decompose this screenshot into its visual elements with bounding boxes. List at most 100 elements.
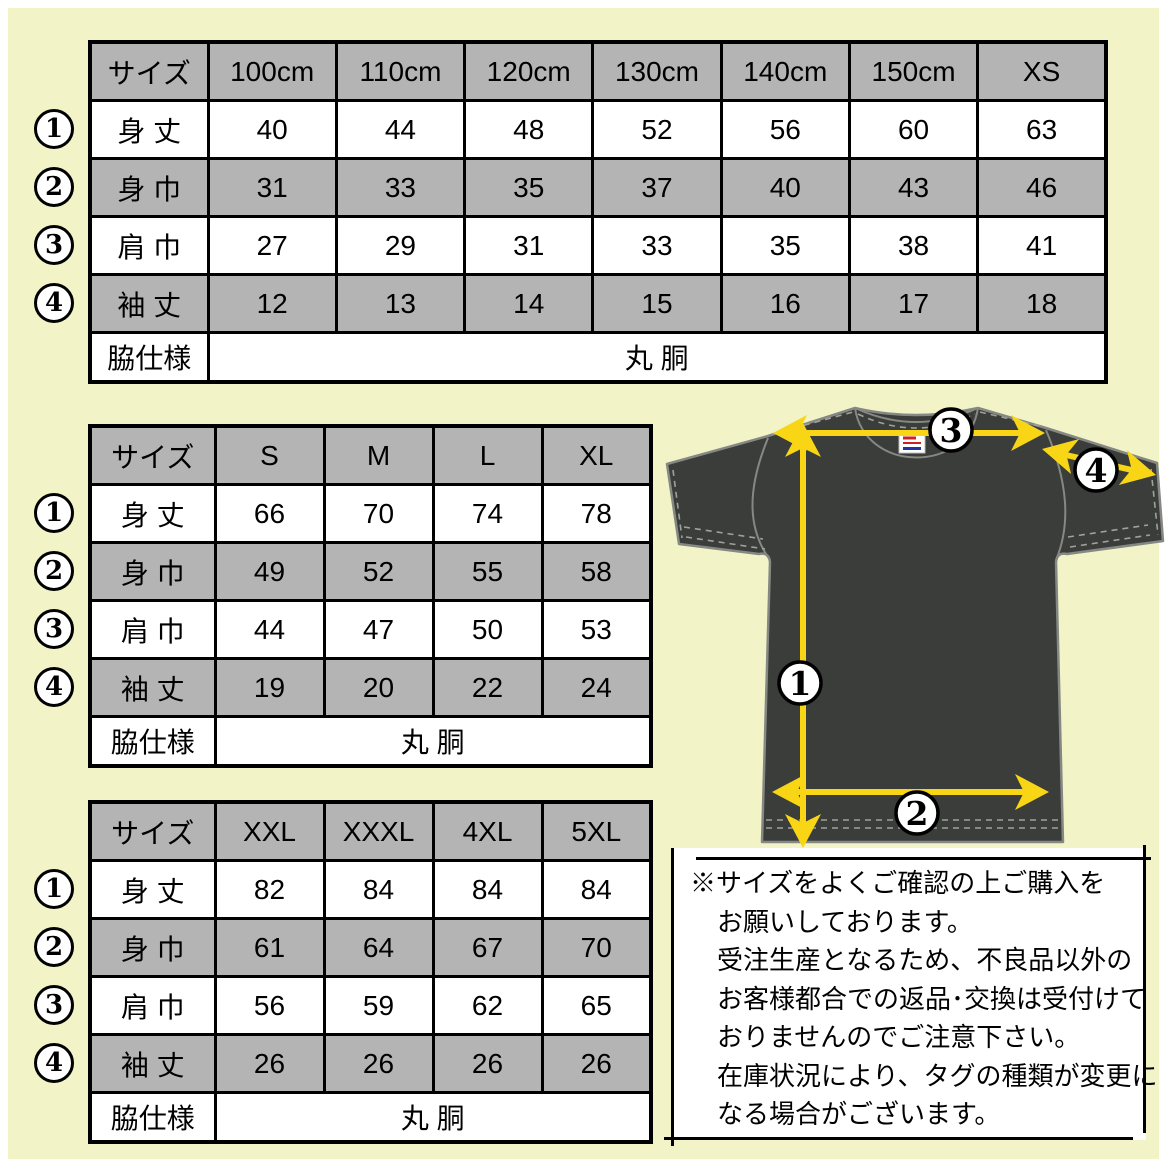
value-cell: 26 xyxy=(213,1033,326,1094)
footer-value-cell: 丸 胴 xyxy=(206,331,1108,383)
value-cell: 24 xyxy=(540,657,653,718)
svg-text:1: 1 xyxy=(789,664,812,703)
value-cell: 66 xyxy=(213,483,326,544)
row-label-cell: 身 丈 xyxy=(88,99,210,160)
marker-column-large: 1 2 3 4 xyxy=(34,869,74,1083)
row-label-cell: 袖 丈 xyxy=(88,273,210,334)
table-row: 袖 丈 26 26 26 26 xyxy=(88,1033,653,1094)
row-marker-2: 2 xyxy=(34,167,74,207)
column-header-130cm: 130cm xyxy=(591,40,723,102)
value-cell: 41 xyxy=(976,215,1108,276)
value-cell: 64 xyxy=(322,917,435,978)
value-cell: 43 xyxy=(847,157,980,218)
value-cell: 12 xyxy=(206,273,338,334)
sleeve-stitch-right-outer xyxy=(1150,468,1159,536)
value-cell: 56 xyxy=(719,99,851,160)
value-cell: 31 xyxy=(463,215,595,276)
value-cell: 35 xyxy=(719,215,851,276)
value-cell: 40 xyxy=(719,157,851,218)
row-marker-1: 1 xyxy=(34,109,74,149)
note-border-right xyxy=(1143,845,1146,1133)
footer-row: 脇仕様丸 胴 xyxy=(88,1091,653,1143)
row-label-cell: 身 丈 xyxy=(88,859,217,920)
value-cell: 52 xyxy=(591,99,723,160)
column-header-XXXL: XXXL xyxy=(322,800,435,862)
value-cell: 53 xyxy=(540,599,653,660)
column-header-4XL: 4XL xyxy=(431,800,544,862)
table-row: 肩 巾 56 59 62 65 xyxy=(88,975,653,1036)
value-cell: 47 xyxy=(322,599,435,660)
marker-column-kids: 1 2 3 4 xyxy=(34,109,74,323)
kids-sizes-table: サイズ 100cm 110cm 120cm 130cm 140cm 150cm XS 身 丈 40… xyxy=(88,40,1108,384)
row-label-cell: 肩 巾 xyxy=(88,215,210,276)
row-label-cell: 身 巾 xyxy=(88,541,217,602)
row-marker-4: 4 xyxy=(34,283,74,323)
value-cell: 48 xyxy=(463,99,595,160)
value-cell: 63 xyxy=(976,99,1108,160)
table-row: 身 丈 66 70 74 78 xyxy=(88,483,653,544)
value-cell: 50 xyxy=(431,599,544,660)
collar-stitch xyxy=(857,413,976,429)
column-header-XS: XS xyxy=(976,40,1108,102)
marker-column-adult: 1 2 3 4 xyxy=(34,493,74,707)
column-header-100cm: 100cm xyxy=(206,40,338,102)
value-cell: 13 xyxy=(334,273,467,334)
diagram-marker-1: 1 xyxy=(777,660,823,706)
value-cell: 58 xyxy=(540,541,653,602)
note-border-top xyxy=(696,857,1151,860)
table-row: 身 丈 82 84 84 84 xyxy=(88,859,653,920)
row-label-cell: 身 巾 xyxy=(88,917,217,978)
svg-text:3: 3 xyxy=(940,411,963,450)
value-cell: 56 xyxy=(213,975,326,1036)
table-row: 肩 巾 27 29 31 33 35 38 41 xyxy=(88,215,1108,276)
value-cell: 20 xyxy=(322,657,435,718)
row-marker-1: 1 xyxy=(34,869,74,909)
value-cell: 18 xyxy=(976,273,1108,334)
svg-text:2: 2 xyxy=(906,794,929,833)
cuff-stitch-right-a xyxy=(1069,534,1151,548)
value-cell: 38 xyxy=(847,215,980,276)
row-marker-1: 1 xyxy=(34,493,74,533)
large-size-table-area: サイズ XXL XXXL 4XL 5XL 身 丈 82 84 84 84 身 巾 61 64 67 70 肩 … xyxy=(88,800,653,1144)
value-cell: 82 xyxy=(213,859,326,920)
value-cell: 29 xyxy=(334,215,467,276)
large-sizes-table: サイズ XXL XXXL 4XL 5XL 身 丈 82 84 84 84 身 巾 61 64 67 70 肩 … xyxy=(88,800,653,1144)
value-cell: 62 xyxy=(431,975,544,1036)
value-cell: 16 xyxy=(719,273,851,334)
column-header-S: S xyxy=(213,424,326,486)
value-cell: 26 xyxy=(322,1033,435,1094)
value-cell: 55 xyxy=(431,541,544,602)
value-cell: 61 xyxy=(213,917,326,978)
size-header-cell: サイズ xyxy=(88,424,217,486)
adult-size-table-area: サイズ S M L XL 身 丈 66 70 74 78 身 巾 49 52 55 58 肩 巾 44 47 50 5… xyxy=(88,424,653,768)
purchase-note-text: ※サイズをよくご確認の上ご購入を お願いしております。 受注生産となるため、不良品以… xyxy=(690,864,1157,1134)
table-row: 身 巾 61 64 67 70 xyxy=(88,917,653,978)
adult-sizes-table: サイズ S M L XL 身 丈 66 70 74 78 身 巾 49 52 55 58 肩 巾 44 47 50 5… xyxy=(88,424,653,768)
size-header-cell: サイズ xyxy=(88,800,217,862)
footer-label-cell: 脇仕様 xyxy=(88,715,217,767)
value-cell: 33 xyxy=(334,157,467,218)
column-header-120cm: 120cm xyxy=(463,40,595,102)
value-cell: 49 xyxy=(213,541,326,602)
value-cell: 40 xyxy=(206,99,338,160)
value-cell: 84 xyxy=(431,859,544,920)
value-cell: 19 xyxy=(213,657,326,718)
column-header-150cm: 150cm xyxy=(847,40,980,102)
note-border-left xyxy=(671,848,674,1146)
value-cell: 44 xyxy=(334,99,467,160)
footer-label-cell: 脇仕様 xyxy=(88,331,210,383)
value-cell: 70 xyxy=(540,917,653,978)
value-cell: 31 xyxy=(206,157,338,218)
column-header-XXL: XXL xyxy=(213,800,326,862)
table-row: 袖 丈 12 13 14 15 16 17 18 xyxy=(88,273,1108,334)
note-line: おりませんのでご注意下さい。 xyxy=(717,1022,1081,1052)
diagram-marker-3: 3 xyxy=(928,407,974,453)
value-cell: 84 xyxy=(540,859,653,920)
value-cell: 26 xyxy=(431,1033,544,1094)
tshirt-diagram: 3 4 1 2 xyxy=(665,406,1165,848)
row-label-cell: 肩 巾 xyxy=(88,599,217,660)
value-cell: 59 xyxy=(322,975,435,1036)
cuff-stitch-left-a xyxy=(685,536,766,550)
row-marker-3: 3 xyxy=(34,985,74,1025)
value-cell: 33 xyxy=(591,215,723,276)
